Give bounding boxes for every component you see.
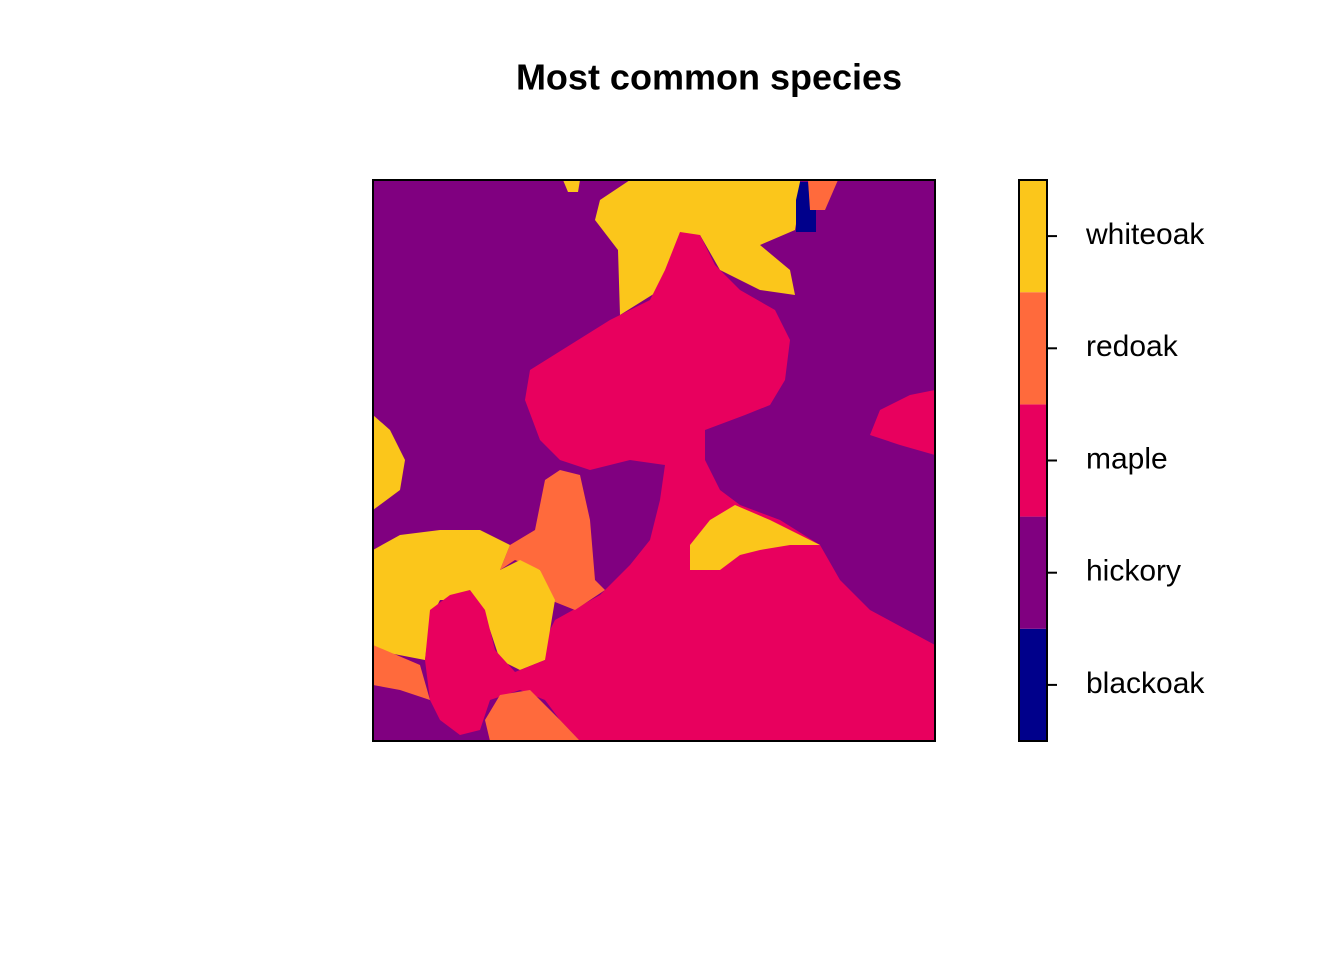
region xyxy=(595,180,800,315)
legend-label: maple xyxy=(1086,442,1168,475)
region xyxy=(373,645,430,700)
legend-swatch xyxy=(1019,516,1047,629)
legend-label: redoak xyxy=(1086,330,1179,363)
legend-swatch xyxy=(1019,628,1047,741)
legend-label: blackoak xyxy=(1086,667,1205,700)
legend-swatch xyxy=(1019,404,1047,517)
region xyxy=(373,415,405,510)
region xyxy=(500,470,605,610)
region xyxy=(563,180,580,192)
species-map xyxy=(372,179,936,742)
legend-label: whiteoak xyxy=(1085,218,1205,251)
map-title: Most common species xyxy=(516,57,902,98)
legend-swatch xyxy=(1019,292,1047,405)
region xyxy=(425,590,545,735)
region xyxy=(870,390,935,455)
map-frame xyxy=(372,179,936,742)
legend-swatch xyxy=(1019,180,1047,293)
legend-frame xyxy=(1018,179,1048,742)
region xyxy=(485,690,580,741)
region xyxy=(525,232,935,741)
region xyxy=(690,505,820,570)
region xyxy=(796,182,816,232)
legend-label: hickory xyxy=(1086,555,1181,588)
region xyxy=(808,180,838,210)
legend: blackoak hickory maple redoak whiteoak xyxy=(1018,179,1205,742)
